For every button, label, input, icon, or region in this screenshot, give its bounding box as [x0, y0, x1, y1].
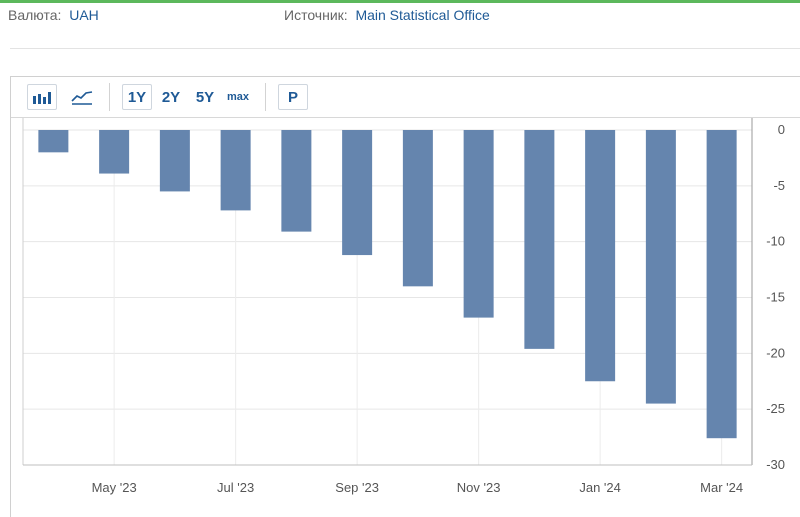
y-tick-label: -20 [766, 345, 785, 360]
y-tick-label: -10 [766, 234, 785, 249]
bar-1[interactable] [99, 130, 130, 174]
header-divider [10, 48, 800, 49]
chart-panel: 1Y 2Y 5Y max P [10, 76, 800, 517]
x-tick-label: Sep '23 [335, 480, 379, 495]
range-5y-button[interactable]: 5Y [195, 88, 215, 106]
chart-toolbar: 1Y 2Y 5Y max P [11, 77, 800, 118]
bar-0[interactable] [38, 130, 69, 153]
bar-11[interactable] [706, 130, 737, 439]
p-button[interactable]: P [278, 84, 308, 110]
y-tick-label: -25 [766, 401, 785, 416]
y-tick-label: -30 [766, 457, 785, 472]
bars [38, 130, 737, 439]
meta-row: Валюта: UAH Источник: Main Statistical O… [8, 7, 800, 27]
currency-label: Валюта: [8, 7, 62, 23]
bar-7[interactable] [463, 130, 494, 318]
range-1y-button[interactable]: 1Y [122, 84, 152, 110]
x-tick-label: Jul '23 [217, 480, 254, 495]
bar-10[interactable] [645, 130, 676, 404]
grid-lines [23, 129, 752, 466]
top-accent-line [0, 0, 800, 3]
line-chart-button[interactable] [67, 84, 97, 110]
currency-value: UAH [69, 7, 99, 23]
line-chart-icon [71, 91, 93, 105]
source-info: Источник: Main Statistical Office [284, 7, 490, 23]
bar-4[interactable] [281, 130, 312, 232]
currency-info: Валюта: UAH [8, 7, 99, 23]
bar-2[interactable] [159, 130, 190, 192]
bar-5[interactable] [342, 130, 373, 256]
x-tick-label: May '23 [92, 480, 137, 495]
toolbar-separator [109, 83, 110, 111]
y-axis-ticks: 0 -5 -10 -15 -20 -25 -30 [766, 122, 785, 472]
range-max-button[interactable]: max [226, 91, 250, 103]
bar-9[interactable] [585, 130, 616, 382]
bar-3[interactable] [220, 130, 251, 211]
source-link[interactable]: Main Statistical Office [355, 7, 490, 23]
bar-chart-button[interactable] [27, 84, 57, 110]
plot-frame [22, 118, 753, 466]
source-label: Источник: [284, 7, 348, 23]
range-2y-button[interactable]: 2Y [161, 88, 181, 106]
x-axis-ticks: May '23 Jul '23 Sep '23 Nov '23 Jan '24 Mar '… [92, 480, 744, 495]
x-tick-label: Jan '24 [579, 480, 621, 495]
y-tick-label: -5 [773, 178, 785, 193]
y-tick-label: 0 [778, 122, 785, 137]
bar-chart-icon [33, 92, 51, 104]
x-tick-label: Mar '24 [700, 480, 743, 495]
x-tick-label: Nov '23 [457, 480, 501, 495]
bar-8[interactable] [524, 130, 555, 349]
toolbar-separator [265, 83, 266, 111]
y-tick-label: -15 [766, 290, 785, 305]
bar-6[interactable] [402, 130, 433, 287]
